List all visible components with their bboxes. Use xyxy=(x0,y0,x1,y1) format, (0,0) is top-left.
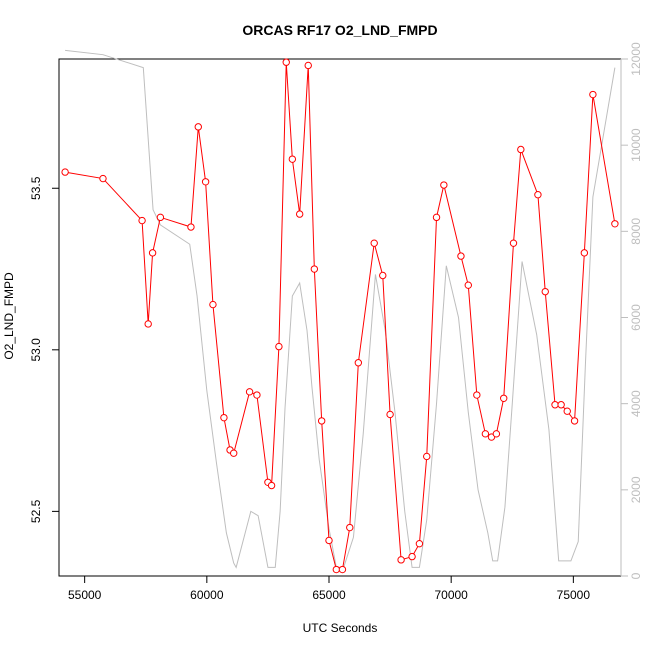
data-point xyxy=(386,410,394,419)
bottom-tick-label: 55000 xyxy=(68,588,102,602)
data-point xyxy=(570,417,579,425)
plot-frame xyxy=(58,58,622,577)
right-tick-label: 12000 xyxy=(629,42,643,76)
data-point xyxy=(144,320,152,328)
data-point xyxy=(288,155,297,163)
bottom-tick-label: 60000 xyxy=(190,588,224,602)
left-tick-label: 53.0 xyxy=(29,338,43,362)
data-point xyxy=(282,58,290,66)
right-tick-label: 4000 xyxy=(629,390,643,417)
data-point xyxy=(557,401,565,409)
data-point xyxy=(61,168,69,176)
data-point xyxy=(500,394,508,402)
data-point xyxy=(397,556,405,564)
data-point xyxy=(354,359,363,367)
data-point xyxy=(187,223,195,231)
data-point xyxy=(481,430,490,438)
left-axis: 52.5 53.0 53.5 xyxy=(29,176,60,523)
data-point xyxy=(346,523,354,532)
data-point xyxy=(370,239,378,247)
data-point xyxy=(509,239,518,247)
data-point xyxy=(148,249,157,257)
data-point xyxy=(408,552,416,561)
data-point xyxy=(423,452,431,461)
bottom-axis: 55000 60000 65000 70000 75000 xyxy=(68,575,591,602)
x-axis-label: UTC Seconds xyxy=(303,621,378,635)
chart-title: ORCAS RF17 O2_LND_FMPD xyxy=(242,22,437,38)
data-point xyxy=(541,287,549,296)
left-tick-label: 52.5 xyxy=(29,499,43,523)
data-point xyxy=(304,61,312,70)
data-point xyxy=(310,265,319,273)
data-point xyxy=(580,249,589,257)
data-point xyxy=(295,210,304,218)
data-point xyxy=(517,145,525,154)
bottom-tick-label: 70000 xyxy=(434,588,468,602)
data-point xyxy=(415,539,424,548)
data-point xyxy=(464,281,472,289)
right-tick-label: 10000 xyxy=(629,128,643,162)
bottom-tick-label: 75000 xyxy=(557,588,591,602)
data-point xyxy=(473,391,481,399)
data-point xyxy=(611,220,619,228)
data-point xyxy=(99,174,107,183)
bottom-tick-label: 65000 xyxy=(312,588,346,602)
primary-series-line xyxy=(65,62,616,571)
data-point xyxy=(563,407,571,415)
data-point xyxy=(379,271,387,280)
data-point xyxy=(338,565,347,574)
data-point xyxy=(201,178,210,186)
right-tick-label: 6000 xyxy=(629,304,643,331)
data-point xyxy=(245,388,254,396)
data-point xyxy=(492,430,501,438)
data-point xyxy=(275,342,283,351)
right-tick-label: 2000 xyxy=(629,476,643,503)
data-point xyxy=(220,413,228,422)
data-point xyxy=(156,213,165,222)
data-point xyxy=(253,391,261,399)
data-point xyxy=(317,417,326,425)
secondary-series-line xyxy=(65,49,616,569)
data-point xyxy=(209,300,217,309)
data-point xyxy=(457,252,465,260)
right-axis: 0 2000 4000 6000 8000 10000 12000 xyxy=(620,42,643,579)
data-point xyxy=(325,536,333,545)
data-point xyxy=(332,565,341,574)
data-point xyxy=(551,401,559,409)
left-tick-label: 53.5 xyxy=(29,176,43,200)
y-axis-label: O2_LND_FMPD xyxy=(2,272,16,360)
data-point xyxy=(267,481,276,490)
data-point xyxy=(589,90,597,99)
data-point xyxy=(440,181,448,189)
right-tick-label: 8000 xyxy=(629,218,643,245)
data-point xyxy=(138,216,146,225)
data-point xyxy=(534,191,542,199)
right-tick-label: 0 xyxy=(629,572,643,579)
series-layer xyxy=(61,49,619,574)
data-point xyxy=(194,123,202,131)
data-point xyxy=(230,449,238,457)
data-point xyxy=(432,213,441,222)
